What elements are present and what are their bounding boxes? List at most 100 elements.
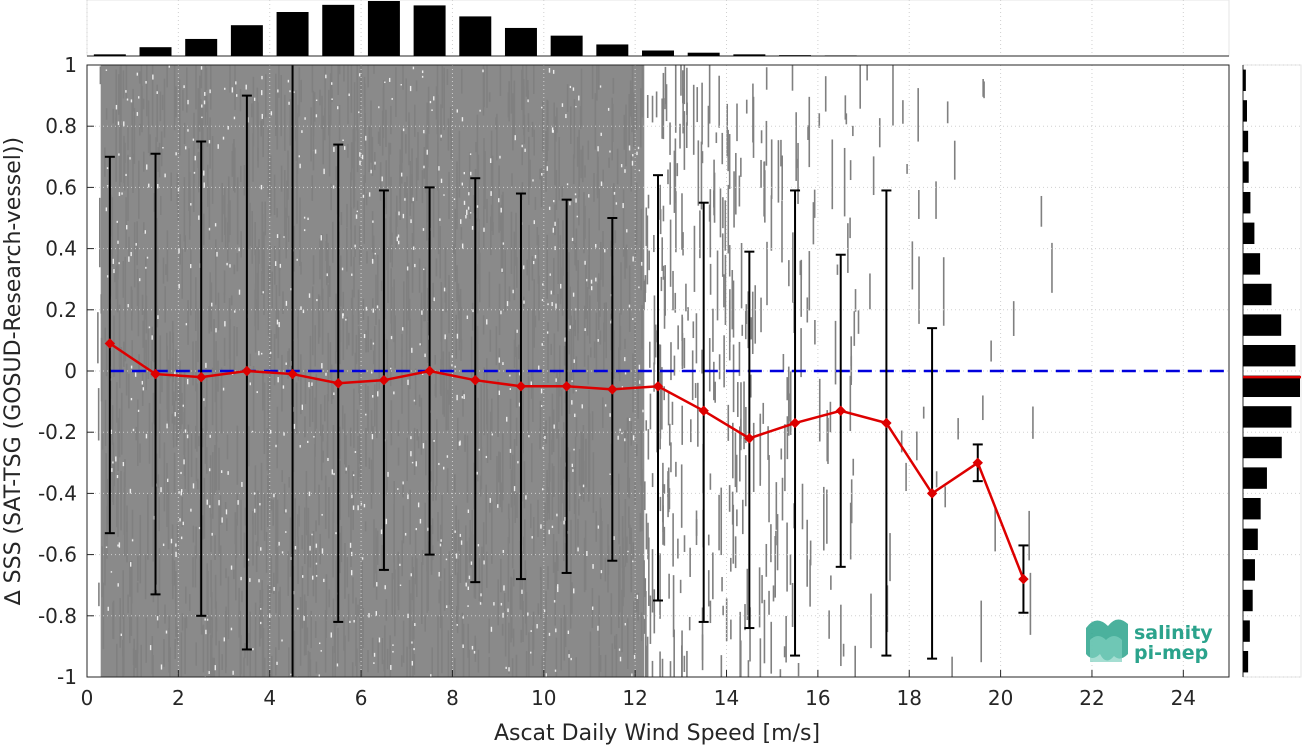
scatter-point xyxy=(809,559,811,607)
scatter-point xyxy=(587,140,590,160)
scatter-gap xyxy=(121,192,123,195)
scatter-point xyxy=(134,649,137,668)
scatter-point xyxy=(125,363,128,396)
scatter-point xyxy=(138,71,141,84)
scatter-gap xyxy=(260,547,262,551)
scatter-point xyxy=(389,365,392,387)
scatter-point xyxy=(413,653,416,675)
scatter-point xyxy=(675,191,677,253)
x-tick-label: 4 xyxy=(263,686,276,710)
scatter-gap xyxy=(117,583,119,587)
scatter-point xyxy=(171,320,174,343)
scatter-point xyxy=(343,617,345,651)
scatter-point xyxy=(525,65,528,97)
scatter-gap xyxy=(157,315,159,320)
scatter-point xyxy=(618,347,620,375)
scatter-point xyxy=(409,593,412,649)
scatter-point xyxy=(384,218,387,271)
scatter-point xyxy=(344,542,346,599)
scatter-gap xyxy=(631,160,634,166)
scatter-point xyxy=(598,188,601,231)
scatter-point xyxy=(350,142,353,181)
scatter-point xyxy=(455,605,458,623)
scatter-gap xyxy=(355,214,358,219)
scatter-gap xyxy=(551,525,554,528)
scatter-gap xyxy=(460,219,462,224)
scatter-point xyxy=(673,629,675,677)
scatter-point xyxy=(129,561,131,597)
scatter-gap xyxy=(130,397,133,401)
scatter-point xyxy=(762,402,765,424)
scatter-gap xyxy=(358,73,361,77)
scatter-point xyxy=(193,112,195,183)
scatter-gap xyxy=(357,505,359,511)
scatter-gap xyxy=(321,363,323,369)
scatter-point xyxy=(126,505,128,563)
scatter-point xyxy=(252,365,255,432)
scatter-gap xyxy=(162,543,165,547)
scatter-point xyxy=(588,407,590,466)
scatter-gap xyxy=(622,203,624,209)
scatter-point xyxy=(439,581,442,629)
scatter-point xyxy=(130,570,133,636)
scatter-point xyxy=(534,196,537,210)
scatter-point xyxy=(418,394,421,407)
scatter-gap xyxy=(232,670,234,675)
scatter-point xyxy=(169,331,171,379)
scatter-point xyxy=(138,160,140,219)
scatter-gap xyxy=(459,440,461,446)
scatter-gap xyxy=(421,75,424,78)
scatter-gap xyxy=(456,394,458,401)
scatter-point xyxy=(525,651,528,677)
scatter-gap xyxy=(227,471,229,475)
scatter-point xyxy=(789,554,792,585)
scatter-point xyxy=(400,129,403,184)
scatter-gap xyxy=(554,221,556,226)
scatter-point xyxy=(350,499,352,568)
scatter-gap xyxy=(146,164,148,170)
scatter-point xyxy=(126,521,128,532)
scatter-point xyxy=(743,381,745,450)
scatter-point xyxy=(421,170,424,204)
scatter-gap xyxy=(546,331,549,334)
scatter-point xyxy=(582,425,585,481)
scatter-point xyxy=(486,399,489,464)
scatter-point xyxy=(214,574,217,609)
scatter-point xyxy=(423,147,426,179)
scatter-gap xyxy=(145,433,148,439)
scatter-gap xyxy=(638,286,640,289)
scatter-point xyxy=(397,447,400,466)
scatter-point xyxy=(708,204,711,222)
mean-marker xyxy=(926,488,938,499)
scatter-point xyxy=(211,657,214,677)
scatter-point xyxy=(688,616,691,631)
scatter-point xyxy=(870,593,872,649)
scatter-gap xyxy=(309,545,311,551)
scatter-gap xyxy=(459,533,462,537)
scatter-point xyxy=(97,312,99,364)
scatter-point xyxy=(750,317,753,340)
axes xyxy=(86,64,1230,678)
scatter-point xyxy=(674,292,677,313)
scatter-point xyxy=(276,499,279,546)
scatter-point xyxy=(575,228,578,271)
scatter-point xyxy=(298,505,300,527)
scatter-point xyxy=(633,92,635,148)
scatter-point xyxy=(854,289,857,312)
scatter-point xyxy=(581,145,584,183)
scatter-point xyxy=(152,519,154,562)
scatter-gap xyxy=(201,104,203,108)
scatter-gap xyxy=(404,198,406,201)
scatter-point xyxy=(175,86,177,118)
scatter-point xyxy=(442,359,444,415)
scatter-gap xyxy=(278,541,280,546)
scatter-gap xyxy=(178,283,180,289)
scatter-gap xyxy=(193,171,196,174)
scatter-gap xyxy=(471,226,474,230)
scatter-point xyxy=(696,87,699,123)
scatter-gap xyxy=(491,433,493,436)
scatter-point xyxy=(167,359,170,428)
scatter-gap xyxy=(373,662,375,664)
scatter-gap xyxy=(361,557,364,560)
scatter-point xyxy=(847,223,849,273)
